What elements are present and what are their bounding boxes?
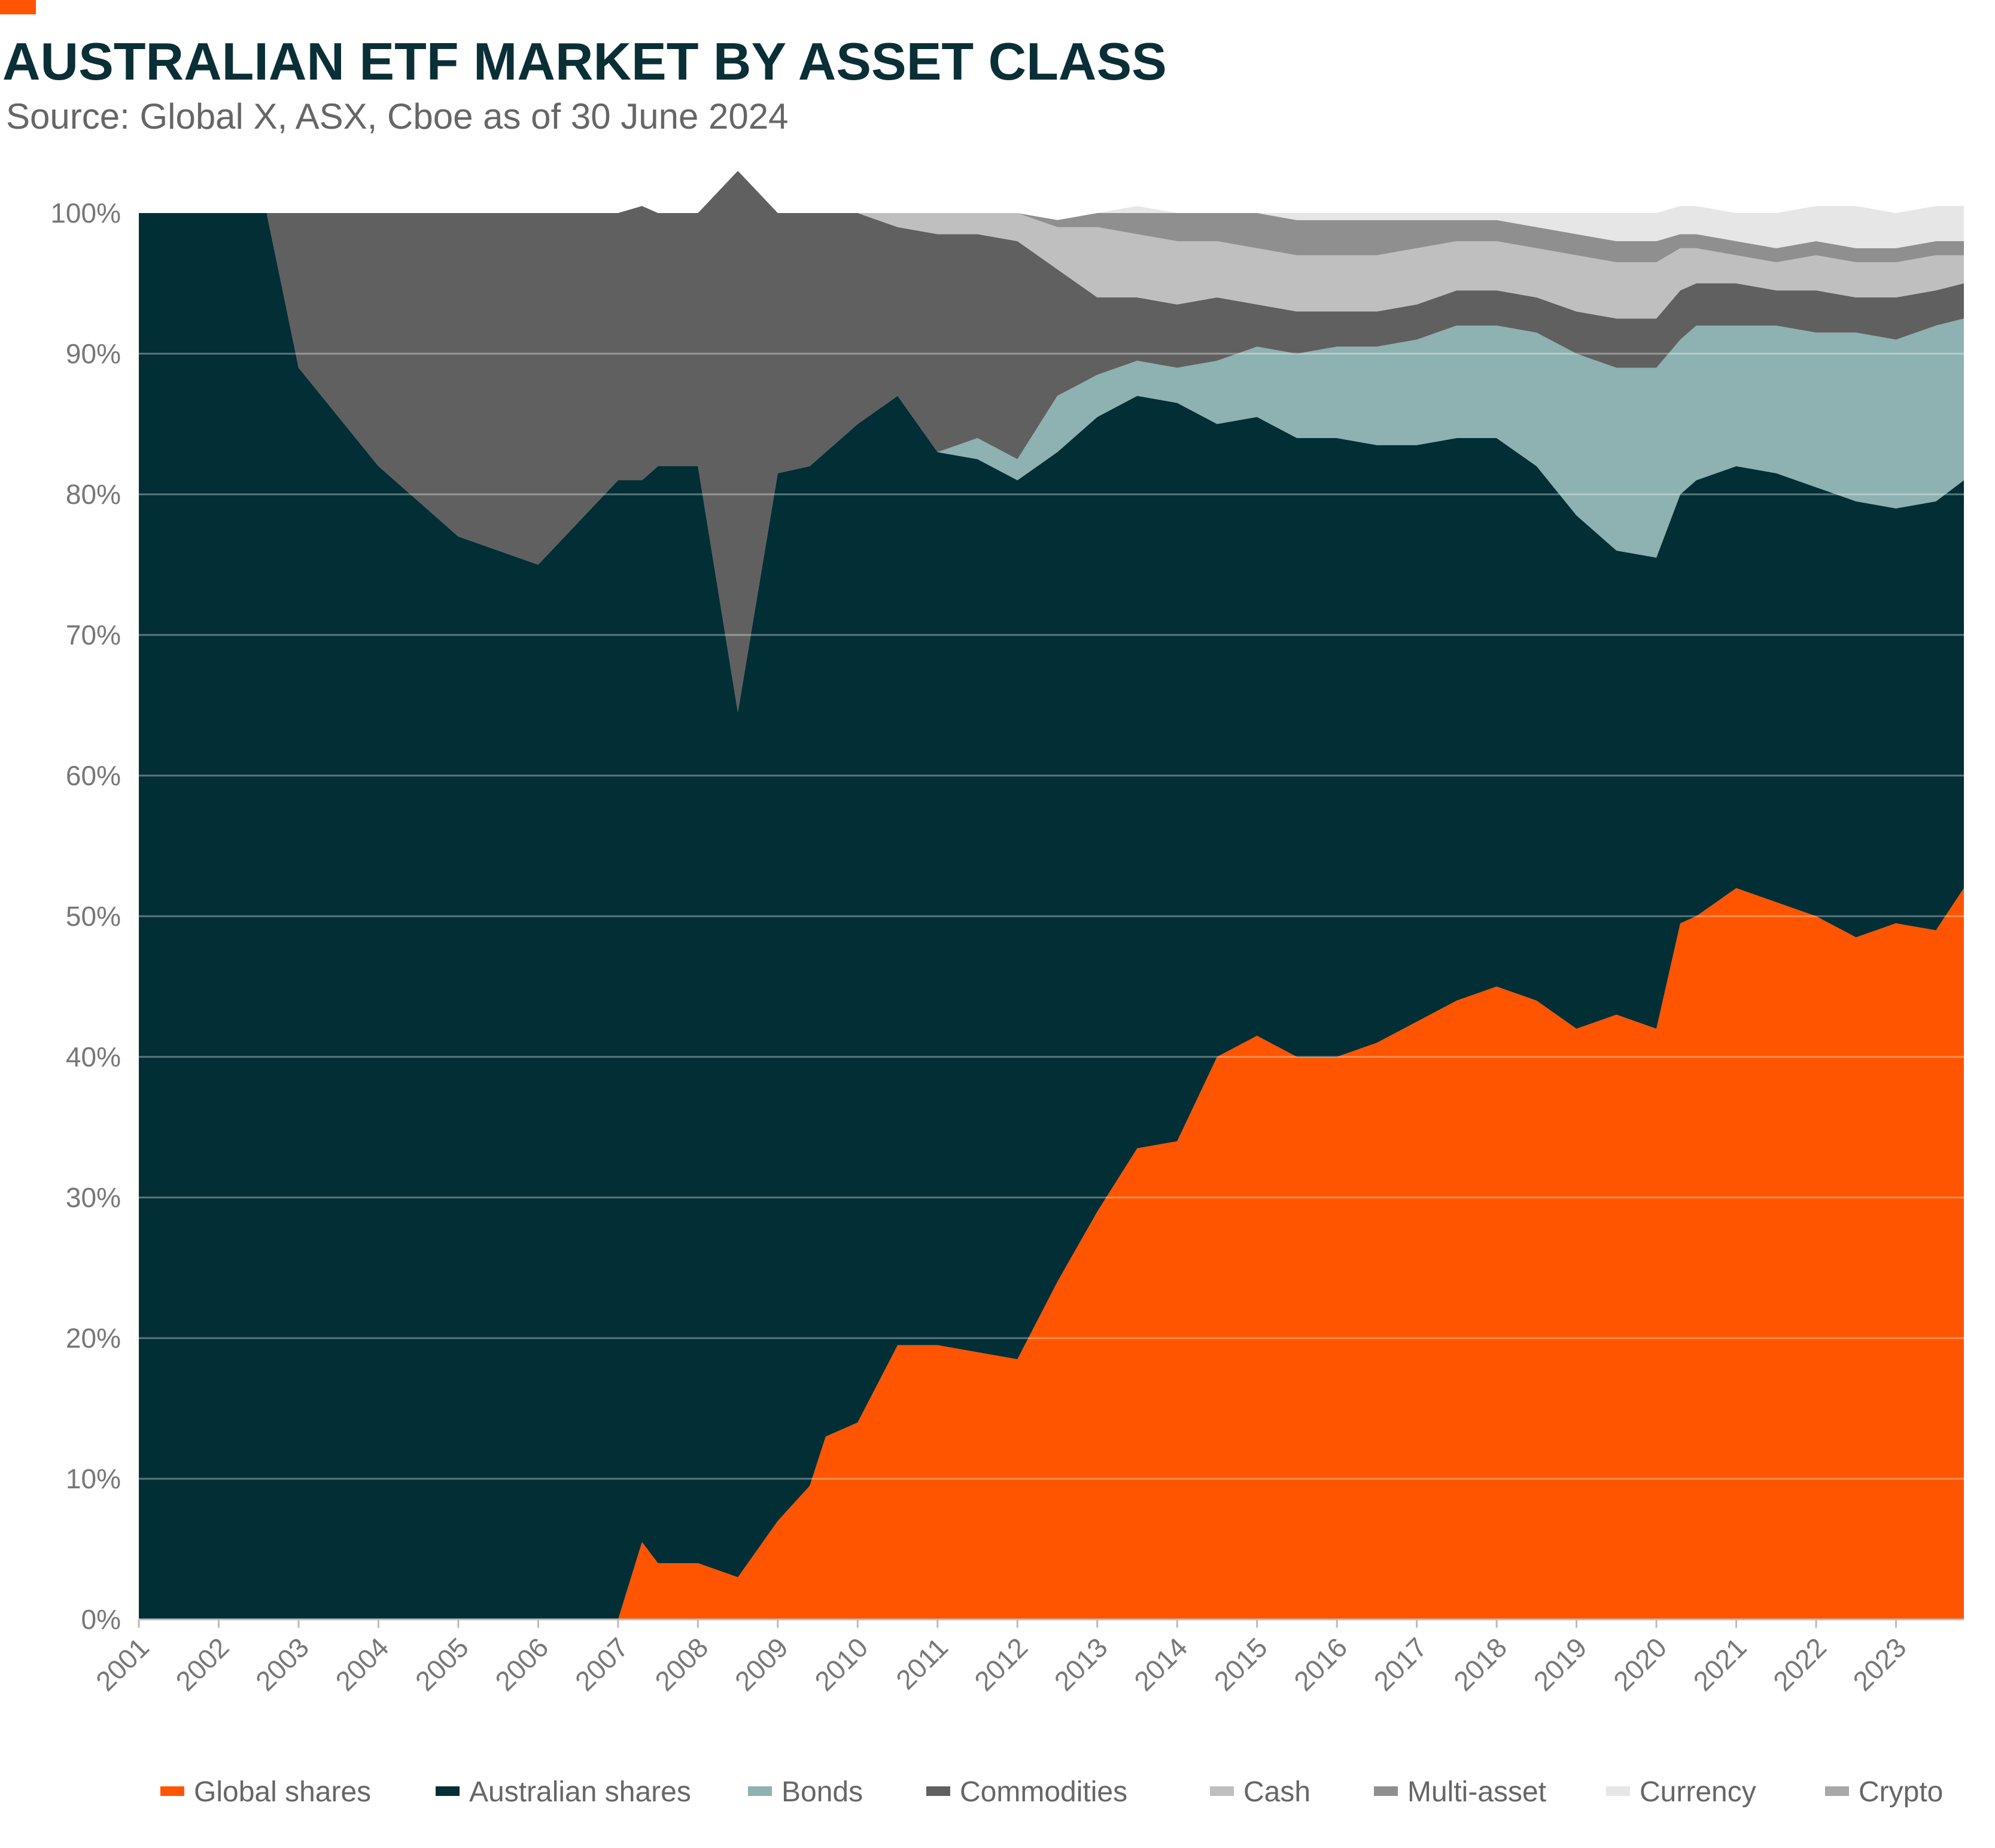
legend-label: Global shares bbox=[194, 1776, 371, 1808]
chart-subtitle: Source: Global X, ASX, Cboe as of 30 Jun… bbox=[6, 96, 789, 136]
x-tick-label: 2013 bbox=[1048, 1631, 1114, 1697]
area-series-group bbox=[139, 171, 1964, 1619]
x-tick-label: 2014 bbox=[1128, 1631, 1193, 1697]
legend-item-commodities: Commodities bbox=[926, 1776, 1127, 1808]
y-tick-label: 90% bbox=[66, 338, 121, 369]
legend-swatch bbox=[160, 1786, 184, 1796]
legend-item-australian-shares: Australian shares bbox=[436, 1776, 691, 1808]
y-tick-label: 0% bbox=[81, 1604, 121, 1635]
x-tick-label: 2020 bbox=[1607, 1631, 1672, 1697]
y-tick-label: 40% bbox=[66, 1041, 121, 1072]
legend-swatch bbox=[436, 1786, 460, 1796]
brand-accent-bar bbox=[0, 0, 36, 14]
area-currency bbox=[139, 171, 1964, 248]
area-bonds bbox=[139, 213, 1964, 713]
x-tick-label: 2010 bbox=[808, 1631, 874, 1697]
legend-swatch bbox=[926, 1786, 950, 1796]
y-tick-label: 100% bbox=[50, 197, 121, 229]
legend-item-crypto: Crypto bbox=[1825, 1776, 1943, 1808]
x-axis-ticks: 2001 2002 2003 2004 2005 2006 2007 2008 2009 2010… bbox=[90, 1619, 1912, 1697]
area-australian-shares bbox=[139, 213, 1964, 1619]
y-tick-label: 80% bbox=[66, 479, 121, 510]
x-tick-label: 2016 bbox=[1288, 1631, 1353, 1697]
area-global-shares bbox=[139, 888, 1964, 1619]
x-tick-label: 2006 bbox=[489, 1631, 554, 1697]
x-tick-label: 2018 bbox=[1447, 1631, 1513, 1697]
x-tick-label: 2009 bbox=[729, 1631, 794, 1697]
legend-label: Multi-asset bbox=[1407, 1776, 1546, 1808]
legend-swatch bbox=[1825, 1786, 1849, 1796]
legend-label: Bonds bbox=[781, 1776, 863, 1808]
y-tick-label: 20% bbox=[66, 1323, 121, 1354]
x-tick-label: 2019 bbox=[1528, 1631, 1593, 1697]
legend-label: Cash bbox=[1243, 1776, 1310, 1808]
legend-item-global-shares: Global shares bbox=[160, 1776, 371, 1808]
x-tick-label: 2003 bbox=[250, 1631, 315, 1697]
legend-item-currency: Currency bbox=[1606, 1776, 1756, 1808]
y-axis-ticks: 0% 10% 20% 30% 40% 50% 60% 70% 80% 90% 100% bbox=[50, 197, 121, 1635]
x-tick-label: 2008 bbox=[649, 1631, 714, 1697]
x-tick-label: 2007 bbox=[569, 1631, 634, 1697]
gridlines bbox=[139, 352, 1964, 1621]
x-tick-label: 2002 bbox=[169, 1631, 235, 1697]
x-tick-label: 2004 bbox=[329, 1631, 394, 1697]
legend: Global shares Australian shares Bonds Commo… bbox=[160, 1776, 1943, 1808]
legend-label: Commodities bbox=[960, 1776, 1127, 1808]
x-tick-label: 2015 bbox=[1208, 1631, 1273, 1697]
y-tick-label: 50% bbox=[66, 901, 121, 932]
legend-label: Currency bbox=[1640, 1776, 1756, 1808]
legend-label: Australian shares bbox=[469, 1776, 691, 1808]
y-tick-label: 70% bbox=[66, 619, 121, 651]
x-tick-label: 2012 bbox=[968, 1631, 1033, 1697]
y-tick-label: 30% bbox=[66, 1182, 121, 1213]
legend-item-multi-asset: Multi-asset bbox=[1374, 1776, 1546, 1808]
legend-swatch bbox=[1606, 1786, 1630, 1796]
x-tick-label: 2023 bbox=[1847, 1631, 1912, 1697]
x-tick-label: 2017 bbox=[1368, 1631, 1433, 1697]
legend-item-cash: Cash bbox=[1210, 1776, 1310, 1808]
legend-swatch bbox=[1374, 1786, 1398, 1796]
x-tick-label: 2011 bbox=[890, 1631, 954, 1695]
legend-swatch bbox=[748, 1786, 772, 1796]
area-cash bbox=[139, 171, 1964, 319]
x-tick-label: 2001 bbox=[90, 1631, 155, 1697]
legend-swatch bbox=[1210, 1786, 1234, 1796]
y-tick-label: 10% bbox=[66, 1463, 121, 1494]
chart-title: AUSTRALIAN ETF MARKET BY ASSET CLASS bbox=[2, 32, 1167, 91]
x-tick-label: 2005 bbox=[409, 1631, 475, 1697]
y-tick-label: 60% bbox=[66, 760, 121, 791]
x-tick-label: 2021 bbox=[1687, 1631, 1753, 1697]
area-commodities bbox=[139, 171, 1964, 713]
legend-item-bonds: Bonds bbox=[748, 1776, 863, 1808]
x-tick-label: 2022 bbox=[1767, 1631, 1832, 1697]
area-multi-asset bbox=[139, 171, 1964, 263]
legend-label: Crypto bbox=[1859, 1776, 1943, 1808]
